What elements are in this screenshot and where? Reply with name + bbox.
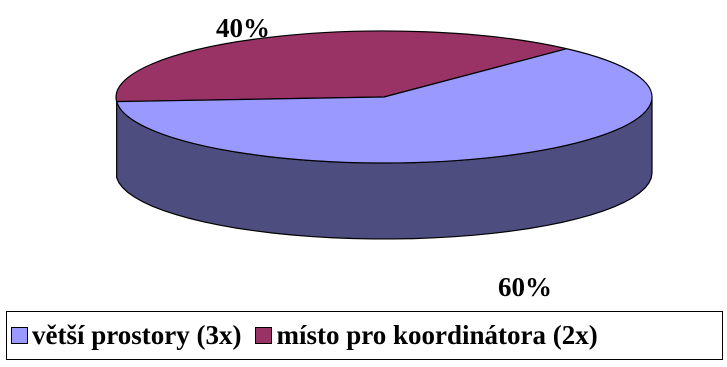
data-label-prostory: 60% xyxy=(498,272,552,302)
slice-prostory xyxy=(115,48,653,164)
legend-label-prostory: větší prostory (3x) xyxy=(32,320,242,350)
legend-item-mista: místo pro koordinátora (2x) xyxy=(251,320,598,351)
data-label-mista: 40% xyxy=(216,13,270,43)
pie-chart: 40% 60% xyxy=(115,13,653,302)
legend-swatch-mista xyxy=(255,327,273,344)
legend-swatch-prostory xyxy=(11,327,28,344)
legend: větší prostory (3x) místo pro koordináto… xyxy=(6,311,723,360)
legend-label-mista: místo pro koordinátora (2x) xyxy=(276,320,598,350)
legend-item-prostory: větší prostory (3x) xyxy=(7,320,241,351)
slice-mista xyxy=(115,30,567,103)
